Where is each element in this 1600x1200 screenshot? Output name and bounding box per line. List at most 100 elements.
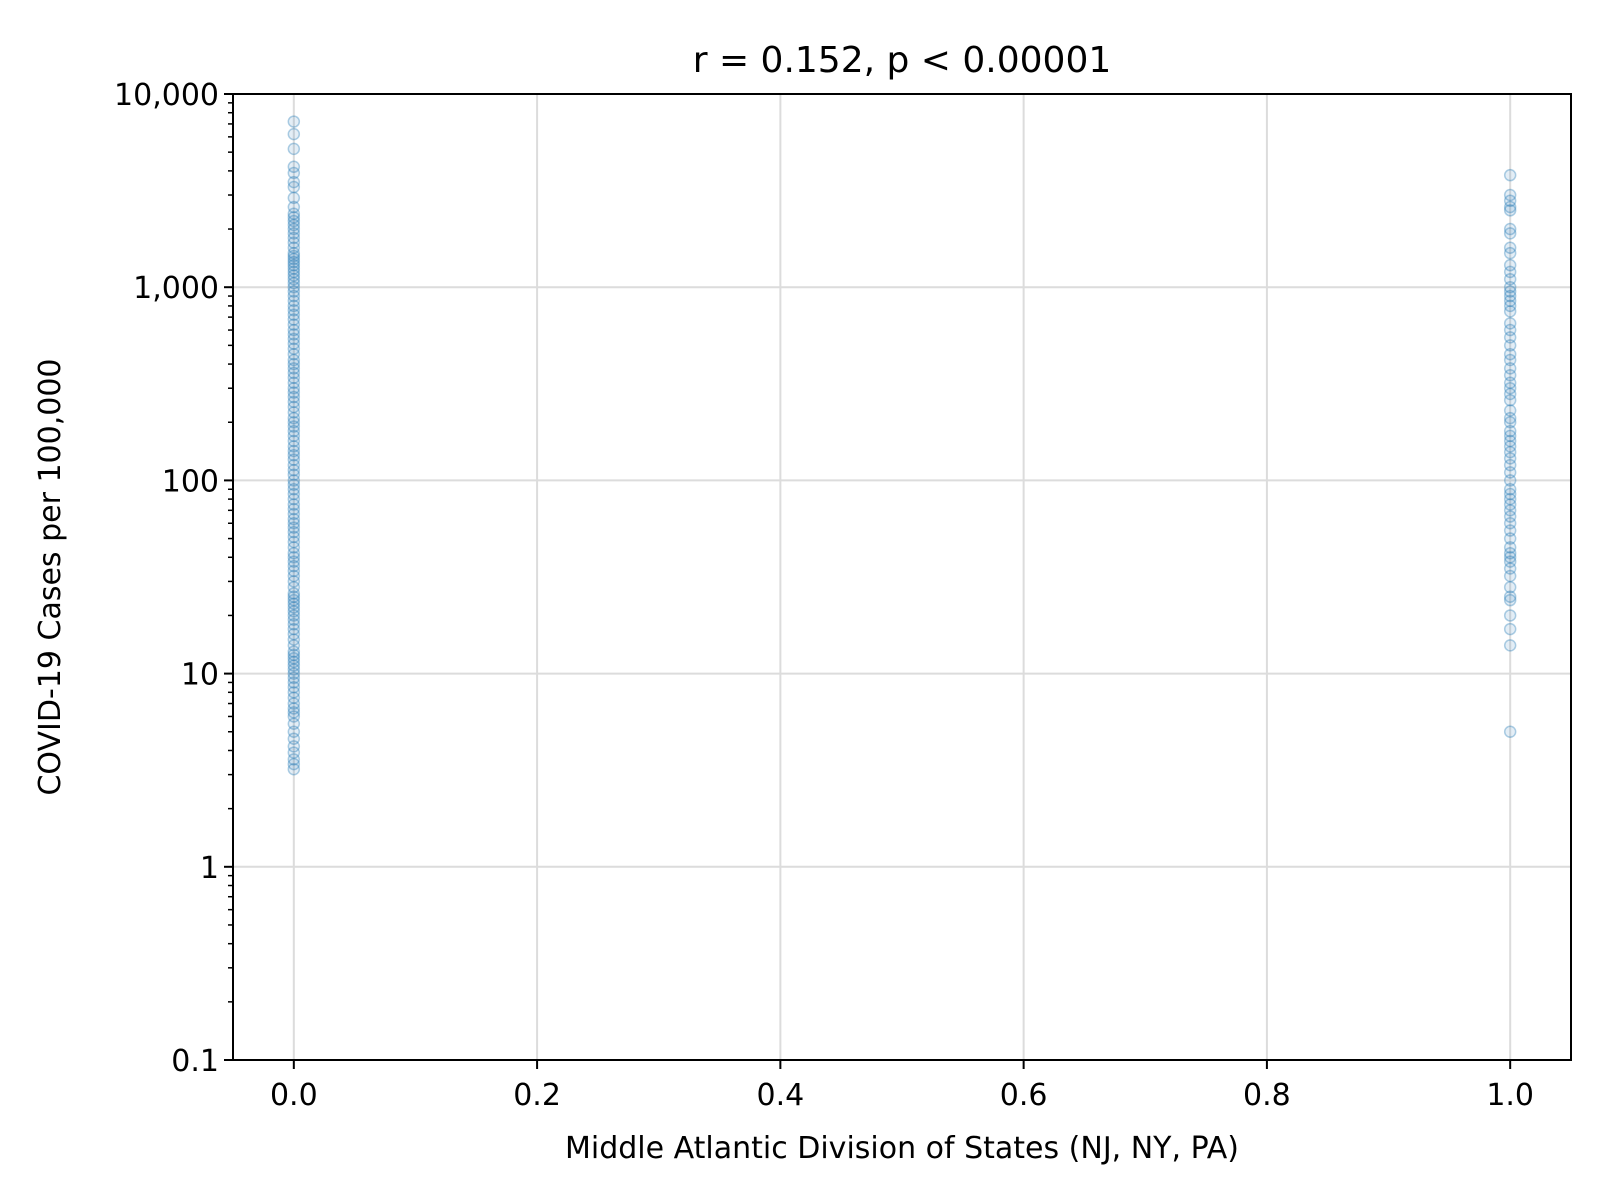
data-point xyxy=(287,593,301,607)
y-axis-ticks: 0.1 1 10 100 1,000 10,000 xyxy=(114,78,233,1079)
data-point xyxy=(1503,498,1517,511)
data-point xyxy=(287,535,301,549)
data-point xyxy=(287,440,301,453)
data-point xyxy=(287,652,301,665)
data-point xyxy=(287,746,301,759)
y-tick-label: 10,000 xyxy=(114,78,219,113)
data-point xyxy=(287,411,301,425)
data-point xyxy=(287,507,301,521)
data-point xyxy=(287,622,301,636)
data-point xyxy=(287,762,301,776)
data-point xyxy=(1503,562,1517,575)
data-point xyxy=(287,590,301,603)
y-tick-label: 100 xyxy=(162,464,219,499)
data-point xyxy=(287,521,301,534)
data-point xyxy=(1503,546,1517,560)
data-point xyxy=(287,655,301,669)
data-point xyxy=(287,269,301,282)
y-tick-label: 10 xyxy=(181,658,219,693)
data-point xyxy=(1503,317,1517,330)
plot-frame xyxy=(232,93,1572,1061)
data-point xyxy=(287,246,301,260)
data-point xyxy=(287,323,301,337)
y-tick-label: 1 xyxy=(200,851,219,886)
data-point xyxy=(287,166,301,180)
data-point xyxy=(1503,299,1517,313)
data-point xyxy=(287,663,301,676)
data-point xyxy=(287,160,301,174)
data-point xyxy=(1503,381,1517,395)
y-tick-label: 1,000 xyxy=(133,271,219,306)
data-point xyxy=(1503,424,1517,438)
data-point xyxy=(287,525,301,539)
data-point xyxy=(287,249,301,263)
data-point xyxy=(287,676,301,689)
data-point xyxy=(287,587,301,600)
data-point xyxy=(1503,492,1517,506)
data-point xyxy=(287,671,301,685)
data-point xyxy=(287,725,301,739)
data-point xyxy=(1503,487,1517,501)
data-point xyxy=(287,227,301,240)
data-point xyxy=(1503,387,1517,401)
data-point xyxy=(1503,362,1517,375)
data-point xyxy=(1503,227,1517,240)
data-point xyxy=(1503,510,1517,523)
x-tick-label: 0.2 xyxy=(513,1078,561,1113)
data-point xyxy=(287,492,301,506)
data-point xyxy=(287,142,301,156)
data-point xyxy=(1503,393,1517,407)
data-point xyxy=(287,633,301,646)
x-tick-label: 0.8 xyxy=(1243,1078,1291,1113)
data-point xyxy=(287,453,301,466)
data-point xyxy=(287,258,301,272)
data-point xyxy=(1503,241,1517,255)
data-point xyxy=(287,601,301,614)
data-point xyxy=(287,366,301,380)
data-point xyxy=(1503,194,1517,208)
x-tick-label: 0.0 xyxy=(270,1078,318,1113)
data-point xyxy=(1503,524,1517,537)
data-point xyxy=(1503,347,1517,361)
data-point xyxy=(287,395,301,409)
data-point xyxy=(287,597,301,610)
data-point xyxy=(1503,532,1517,545)
data-point xyxy=(287,191,301,205)
data-point xyxy=(1503,305,1517,318)
data-point xyxy=(1503,725,1517,739)
data-point xyxy=(287,645,301,658)
data-point xyxy=(287,318,301,331)
data-point xyxy=(287,222,301,236)
data-point xyxy=(287,541,301,554)
data-point xyxy=(287,265,301,279)
data-point xyxy=(287,415,301,429)
data-point xyxy=(287,648,301,662)
data-point xyxy=(287,546,301,560)
data-point xyxy=(287,308,301,322)
data-point xyxy=(287,420,301,433)
data-point xyxy=(287,429,301,443)
data-point xyxy=(1503,429,1517,443)
data-point xyxy=(287,659,301,672)
data-point xyxy=(287,299,301,313)
data-point xyxy=(287,463,301,477)
data-point xyxy=(1503,440,1517,453)
data-point xyxy=(287,551,301,564)
data-point xyxy=(287,444,301,458)
data-point xyxy=(287,276,301,290)
data-point xyxy=(287,262,301,275)
data-point xyxy=(1503,445,1517,459)
data-point xyxy=(1503,272,1517,286)
data-point xyxy=(287,732,301,746)
data-point xyxy=(287,618,301,631)
data-point xyxy=(287,569,301,583)
data-point xyxy=(287,200,301,214)
data-point xyxy=(287,218,301,232)
data-point xyxy=(287,357,301,371)
data-point xyxy=(1503,504,1517,517)
data-point xyxy=(1503,280,1517,294)
data-point xyxy=(287,207,301,220)
data-point xyxy=(1503,590,1517,603)
data-point xyxy=(1503,200,1517,214)
data-point xyxy=(287,686,301,699)
